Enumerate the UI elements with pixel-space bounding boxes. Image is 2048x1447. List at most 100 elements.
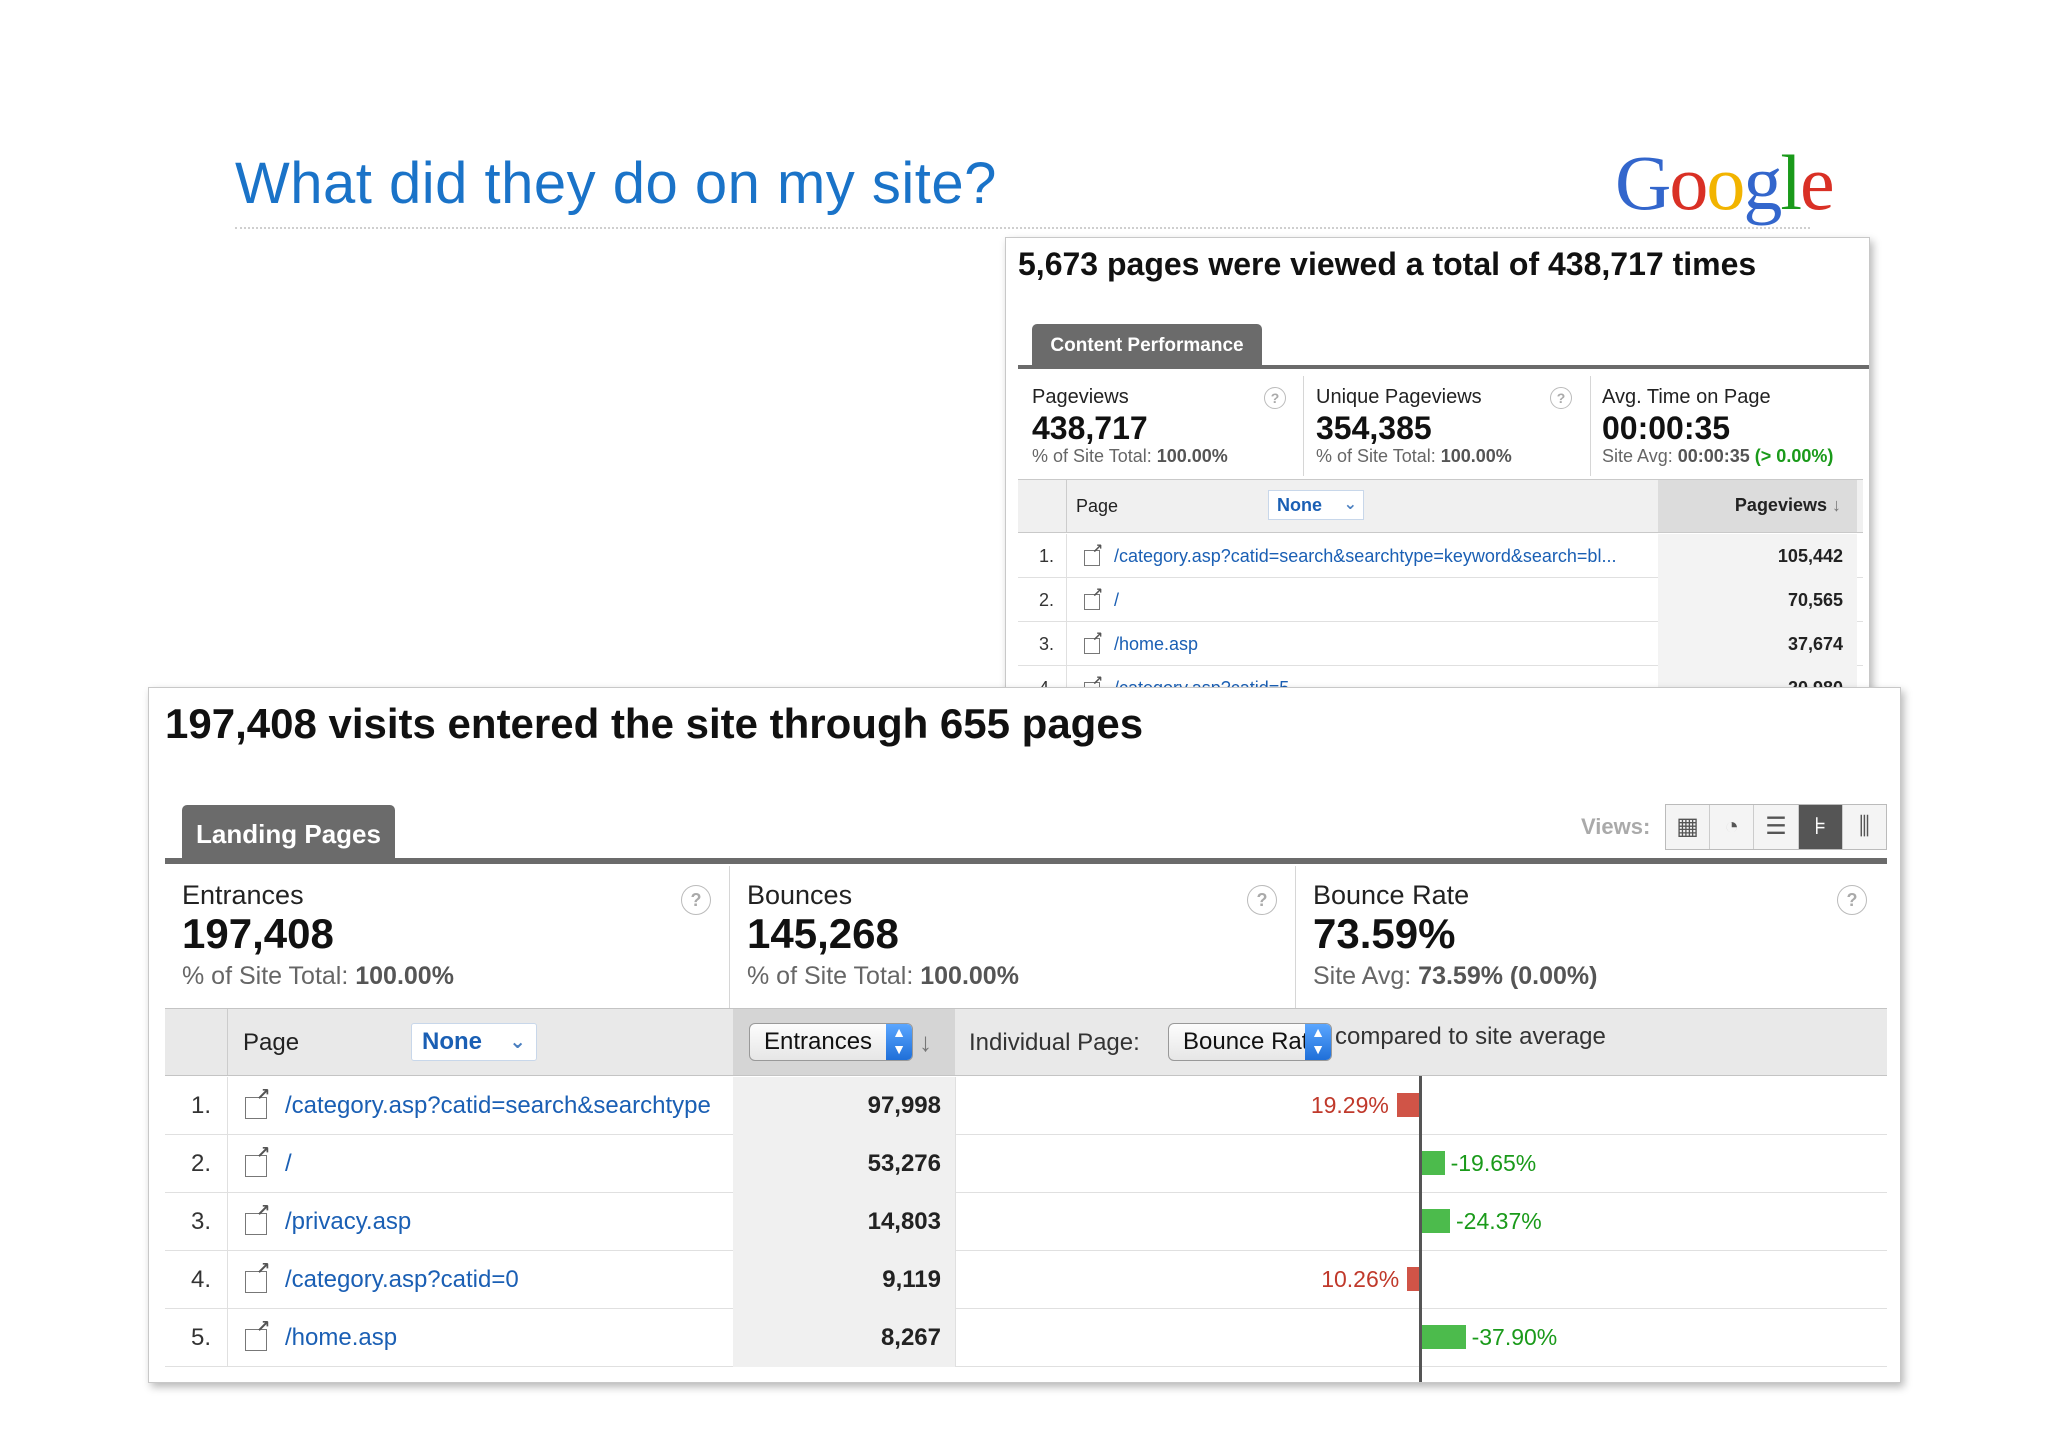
content-table-header: Page None ⌄ Pageviews ↓: [1018, 479, 1863, 533]
secondary-dimension-select[interactable]: None ⌄: [411, 1023, 537, 1061]
table-view-icon[interactable]: ▦: [1666, 805, 1711, 849]
external-link-icon[interactable]: [245, 1259, 275, 1293]
row-number: 2.: [190, 1150, 211, 1177]
google-logo: Google: [1615, 138, 1835, 228]
entrances-value: 97,998: [867, 1092, 941, 1119]
row-number: 4.: [190, 1266, 211, 1293]
external-link-icon[interactable]: [245, 1317, 275, 1351]
compare-metric-select[interactable]: Bounce Rate ▲ ▼: [1168, 1023, 1332, 1061]
column-divider: [227, 1077, 228, 1135]
content-headline: 5,673 pages were viewed a total of 438,7…: [1018, 246, 1757, 282]
metric-unique-pageviews-value: 354,385: [1316, 410, 1432, 446]
metric-bounces-sub: % of Site Total: 100.00%: [747, 962, 1019, 990]
col-pageviews-header[interactable]: Pageviews ↓: [1734, 495, 1841, 515]
row-number: 5.: [190, 1324, 211, 1351]
column-divider: [1066, 666, 1067, 696]
comparison-view-icon[interactable]: ⊧: [1798, 805, 1843, 849]
performance-view-icon[interactable]: ☰: [1754, 805, 1799, 849]
column-divider: [1066, 622, 1067, 666]
comparison-bar: [1407, 1267, 1419, 1291]
secondary-dimension-select[interactable]: None ⌄: [1268, 490, 1364, 520]
column-divider: [227, 1009, 228, 1075]
column-divider: [955, 1251, 956, 1309]
compare-label: compared to site average: [1335, 1023, 1606, 1050]
chevron-down-icon: ⌄: [1343, 496, 1357, 513]
column-divider: [955, 1077, 956, 1135]
table-row[interactable]: 3. /privacy.asp 14,803 -24.37%: [165, 1193, 1887, 1251]
pie-view-icon[interactable]: ◔: [1710, 805, 1755, 849]
landing-pages-panel: 197,408 visits entered the site through …: [148, 687, 1901, 1383]
table-row[interactable]: 5. /home.asp 8,267 -37.90%: [165, 1309, 1887, 1367]
sort-column-bg: [1658, 480, 1857, 532]
page-link[interactable]: /category.asp?catid=search&searchtype: [285, 1092, 711, 1119]
page-link[interactable]: /home.asp: [1114, 634, 1199, 654]
external-link-icon[interactable]: [1084, 585, 1106, 610]
metric-select[interactable]: Entrances ▲ ▼: [749, 1023, 913, 1061]
value-cell: 70,565: [1658, 578, 1857, 622]
metric-pageviews-value: 438,717: [1032, 410, 1148, 446]
table-row[interactable]: 2. / 70,565: [1018, 578, 1863, 622]
column-divider: [227, 1193, 228, 1251]
slide-title: What did they do on my site?: [235, 151, 997, 216]
external-link-icon[interactable]: [1084, 541, 1106, 566]
page-link[interactable]: /privacy.asp: [285, 1208, 412, 1235]
page-link[interactable]: /home.asp: [285, 1324, 398, 1351]
help-icon[interactable]: ?: [681, 885, 711, 915]
external-link-icon[interactable]: [245, 1143, 275, 1177]
metric-divider: [1590, 376, 1591, 476]
external-link-icon[interactable]: [245, 1201, 275, 1235]
pivot-view-icon[interactable]: ⫼: [1858, 813, 1870, 840]
pageviews-value: 105,442: [1777, 546, 1843, 566]
comparison-bar: [1396, 1093, 1419, 1117]
metric-avg-time-label: Avg. Time on Page: [1602, 386, 1771, 408]
sort-desc-icon: ↓: [1832, 495, 1841, 515]
table-row[interactable]: 4. /category.asp?catid=0 9,119 10.26%: [165, 1251, 1887, 1309]
help-icon[interactable]: ?: [1264, 387, 1286, 409]
table-row[interactable]: 3. /home.asp 37,674: [1018, 622, 1863, 666]
comparison-bar: [1422, 1209, 1451, 1233]
page-link[interactable]: /category.asp?catid=0: [285, 1266, 519, 1293]
comparison-value: 10.26%: [1321, 1266, 1400, 1292]
metric-avg-time-sub: Site Avg: 00:00:35 (> 0.00%): [1602, 446, 1834, 466]
comparison-value: 19.29%: [1310, 1092, 1389, 1118]
metric-pageviews-sub: % of Site Total: 100.00%: [1032, 446, 1228, 466]
col-page-header[interactable]: Page: [1076, 496, 1119, 516]
help-icon[interactable]: ?: [1837, 885, 1867, 915]
help-icon[interactable]: ?: [1247, 885, 1277, 915]
external-link-icon[interactable]: [245, 1085, 275, 1119]
logo-letter: l: [1780, 139, 1802, 226]
col-page-header[interactable]: Page: [243, 1029, 300, 1056]
metric-entrances-label: Entrances: [182, 880, 304, 910]
metric-bounces-value: 145,268: [747, 910, 899, 957]
page-link[interactable]: /: [285, 1150, 292, 1177]
content-performance-panel: 5,673 pages were viewed a total of 438,7…: [1005, 237, 1870, 697]
logo-letter: g: [1743, 139, 1782, 226]
value-cell: 97,998: [733, 1077, 955, 1135]
logo-letter: o: [1706, 139, 1745, 226]
value-cell: 105,442: [1658, 534, 1857, 578]
value-cell: 37,674: [1658, 622, 1857, 666]
metric-divider: [1303, 376, 1304, 476]
page-link[interactable]: /category.asp?catid=search&searchtype=ke…: [1114, 546, 1617, 566]
metric-entrances-value: 197,408: [182, 910, 334, 957]
tab-landing-pages[interactable]: Landing Pages: [182, 805, 395, 863]
external-link-icon[interactable]: [1084, 629, 1106, 654]
table-row[interactable]: 2. / 53,276 -19.65%: [165, 1135, 1887, 1193]
metric-unique-pageviews-sub: % of Site Total: 100.00%: [1316, 446, 1512, 466]
page-link[interactable]: /: [1114, 590, 1120, 610]
views-label: Views:: [1581, 814, 1651, 839]
pageviews-value: 37,674: [1787, 634, 1843, 654]
comparison-bar: [1422, 1325, 1466, 1349]
sort-desc-icon[interactable]: ↓: [919, 1027, 932, 1057]
individual-page-label: Individual Page:: [969, 1029, 1140, 1056]
table-row[interactable]: 1. /category.asp?catid=search&searchtype 9…: [165, 1077, 1887, 1135]
tab-content-performance[interactable]: Content Performance: [1032, 324, 1262, 368]
help-icon[interactable]: ?: [1550, 387, 1572, 409]
row-number: 1.: [190, 1092, 211, 1119]
entrances-value: 53,276: [867, 1150, 941, 1177]
metric-bounce-rate-value: 73.59%: [1313, 910, 1456, 957]
comparison-bar: [1422, 1151, 1445, 1175]
table-row[interactable]: 1. /category.asp?catid=search&searchtype=…: [1018, 534, 1863, 578]
pageviews-value: 70,565: [1787, 590, 1843, 610]
column-divider: [1066, 480, 1067, 532]
